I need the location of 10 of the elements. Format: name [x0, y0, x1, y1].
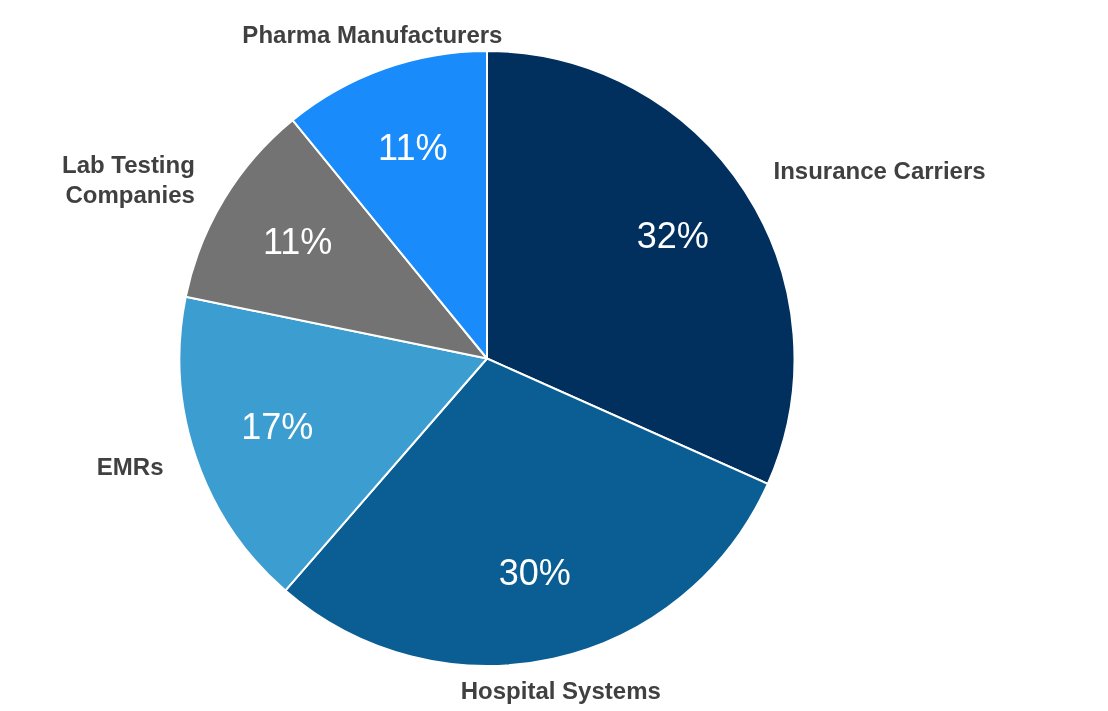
slice-label: Hospital Systems	[460, 676, 661, 704]
slice-label: Insurance Carriers	[773, 157, 986, 185]
data-label: 11%	[262, 220, 333, 262]
slice-label: Lab Testing Companies	[61, 151, 195, 209]
data-label: 17%	[241, 406, 314, 448]
data-label: 11%	[378, 126, 448, 168]
slice-label: Pharma Manufacturers	[242, 21, 503, 49]
data-label: 32%	[636, 214, 709, 256]
slice-label: EMRs	[96, 452, 164, 480]
data-label: 30%	[498, 551, 571, 593]
